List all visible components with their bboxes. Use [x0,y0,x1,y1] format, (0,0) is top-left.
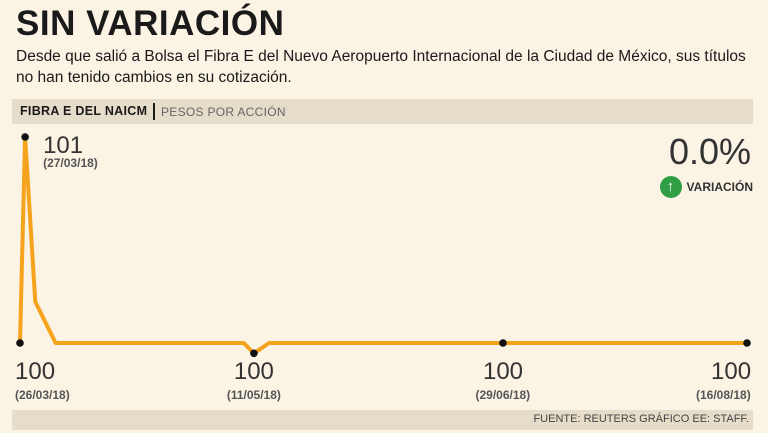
unit-label: PESOS POR ACCIÓN [161,105,286,119]
series-line [18,135,747,356]
data-point-marker [21,133,29,141]
data-point-marker [250,349,258,358]
series-header-band: FIBRA E DEL NAICM PESOS POR ACCIÓN [12,99,753,124]
variation-indicator: ↑ VARIACIÓN [659,176,753,198]
point-date-label: (11/05/18) [226,388,281,402]
chart-subtitle: Desde que salió a Bolsa el Fibra E del N… [16,48,746,86]
point-value-label: 100 [482,358,524,385]
header-divider [153,103,155,120]
series-label: FIBRA E DEL NAICM [20,104,148,118]
variation-label: VARIACIÓN [686,180,753,194]
point-value-label: 100 [233,358,274,385]
footer-band: FUENTE: REUTERS GRÁFICO EE: STAFF. [12,410,753,430]
point-date-label: (26/03/18) [15,388,70,402]
data-point-marker [499,339,507,347]
point-date-label: (16/08/18) [696,388,751,402]
chart-title: SIN VARIACIÓN [16,4,285,43]
source-note: FUENTE: REUTERS GRÁFICO EE: STAFF. [533,413,749,425]
point-value-label: 101 [43,132,84,159]
point-date-label: (29/06/18) [475,388,531,402]
data-point-marker [16,339,24,347]
point-date-label: (27/03/18) [43,156,98,170]
data-point-marker [743,339,751,347]
point-value-label: 100 [15,358,56,385]
point-value-label: 100 [711,358,752,385]
variation-value: 0.0% [668,131,751,172]
arrow-up-icon: ↑ [659,176,682,198]
